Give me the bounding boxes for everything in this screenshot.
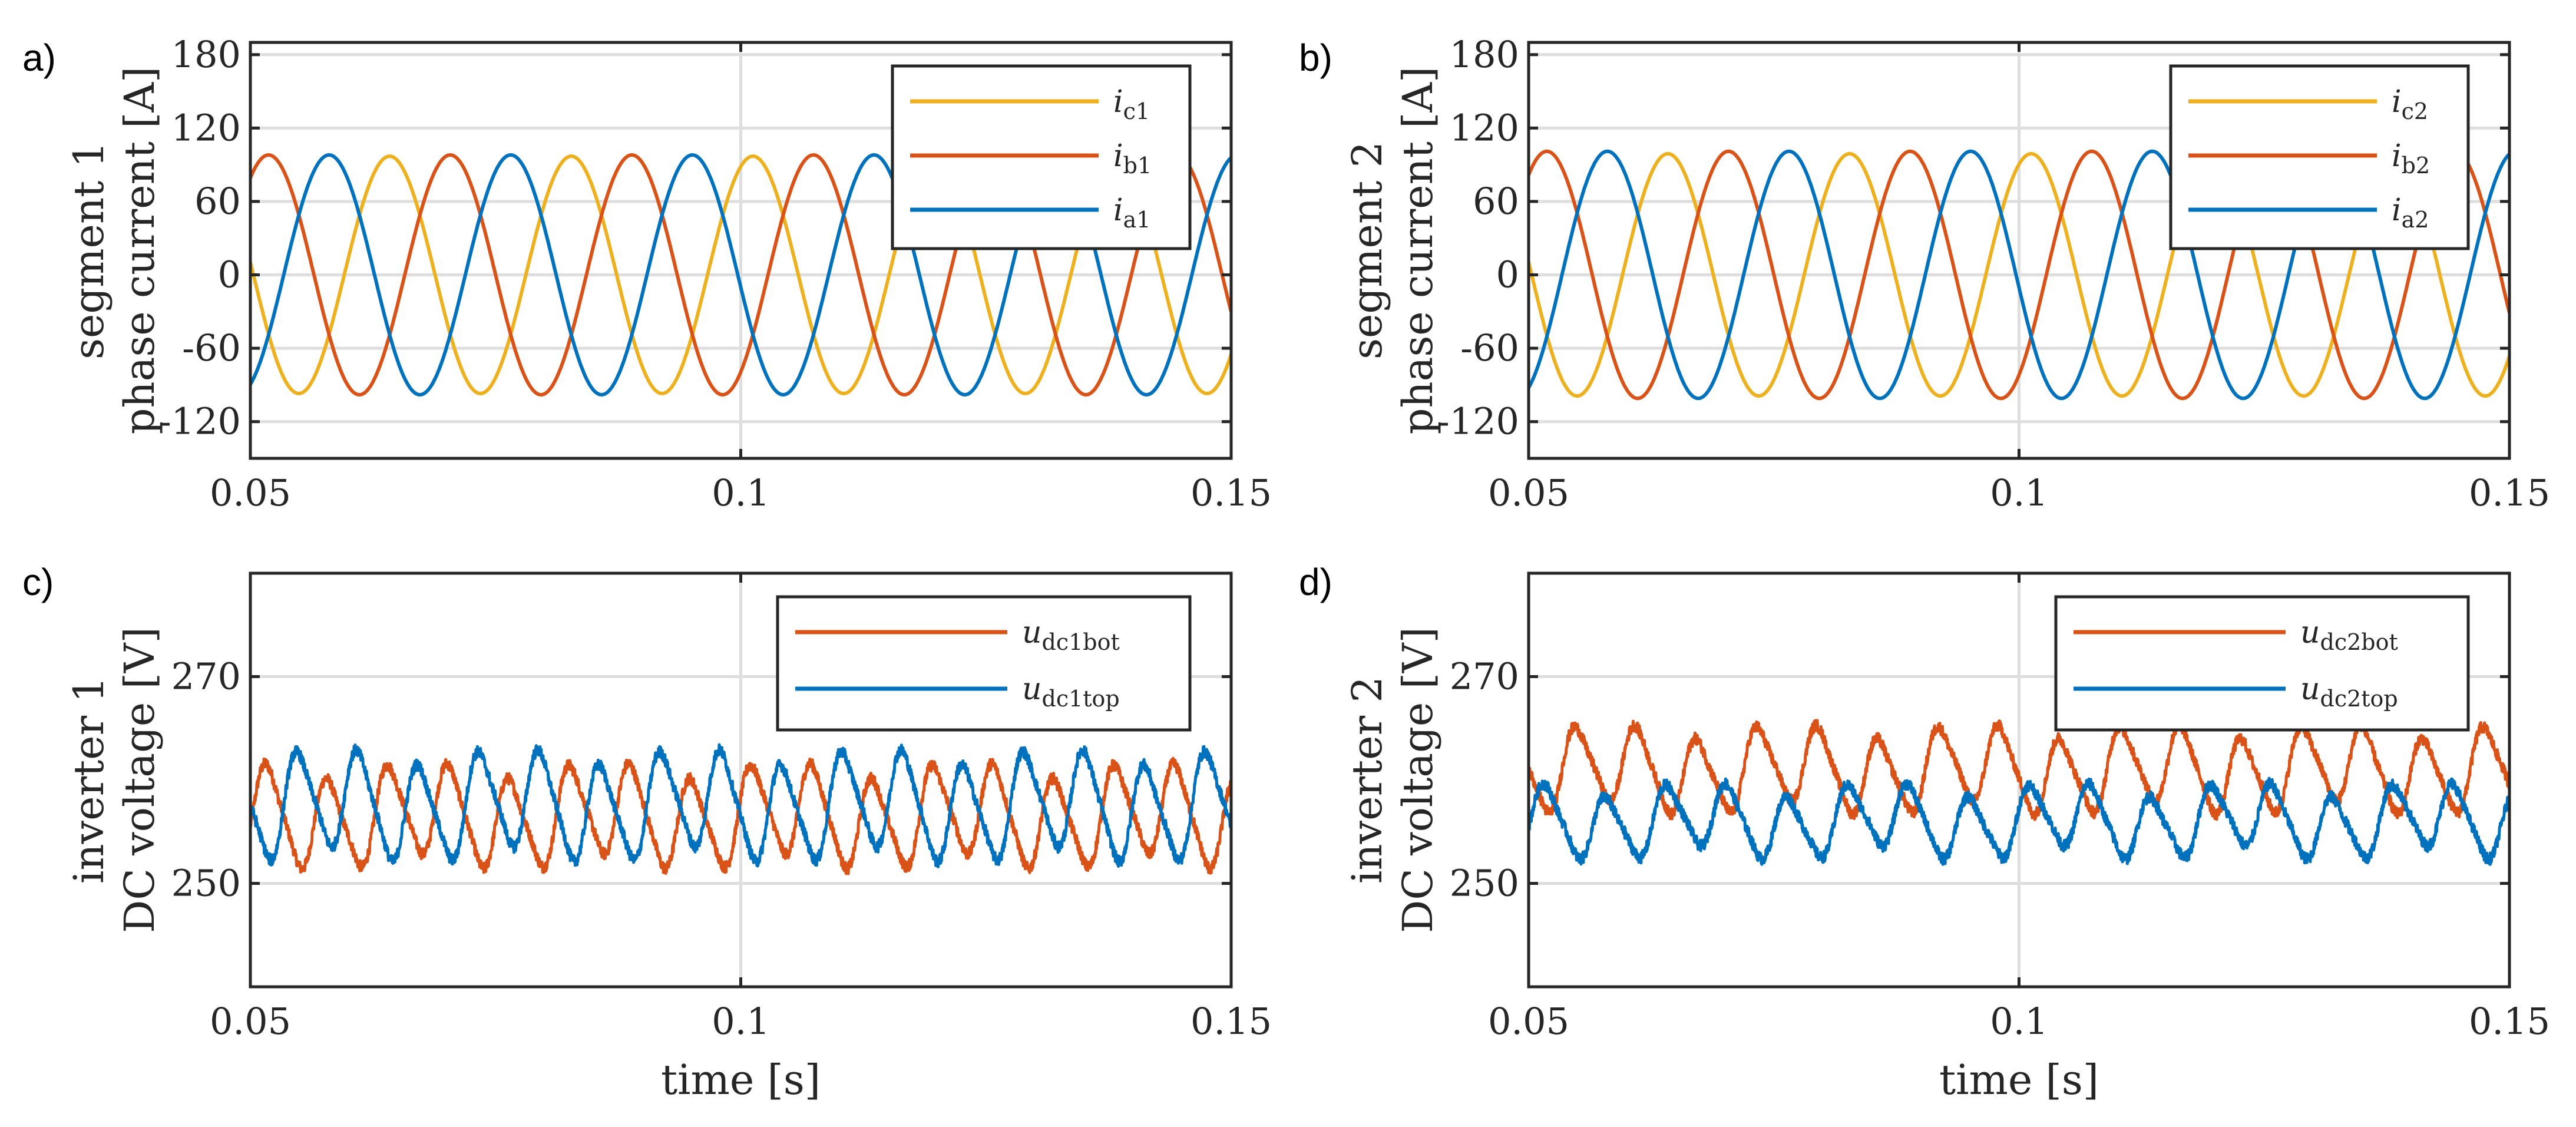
panel-d: 0.05 0.1 0.15 270 250 inverter 2 DC voltage [V… — [1299, 561, 2550, 1104]
panel-b: 0.05 0.1 0.15 180 120 60 0 -60 -120 segment 2 phas… — [1299, 33, 2550, 514]
legend-subscript-ia2: a2 — [2402, 207, 2429, 233]
legend-label-ia1: ia1 — [1113, 193, 1150, 233]
legend-subscript-ic2: c2 — [2402, 98, 2428, 124]
legend-label-udc1bot: udc1bot — [1022, 615, 1120, 655]
series-line-ic2 — [1529, 152, 2509, 398]
y-tick-label-a-2: 60 — [194, 180, 241, 223]
legend-box-d — [2054, 595, 2470, 732]
y-tick-label-b-5: -120 — [1437, 400, 1519, 443]
series-line-udc2top — [1529, 776, 2509, 866]
series-group-d — [1529, 719, 2509, 866]
y-tick-label-a-3: 0 — [218, 253, 241, 296]
y-tick-label-b-4: -60 — [1460, 326, 1519, 369]
x-tick-label-c-1: 0.1 — [712, 1000, 770, 1043]
x-tick-label-d-2: 0.15 — [2469, 1000, 2550, 1043]
y-axis-label-b-0: segment 2 — [1343, 141, 1391, 359]
series-line-udc2bot — [1529, 719, 2509, 821]
x-tick-label-b-2: 0.15 — [2469, 471, 2550, 514]
y-tick-label-b-3: 0 — [1496, 253, 1519, 296]
y-tick-label-a-4: -60 — [182, 326, 241, 369]
x-tick-label-c-0: 0.05 — [210, 1000, 291, 1043]
panel-label-c: c) — [22, 561, 54, 603]
x-tick-label-d-1: 0.1 — [1990, 1000, 2048, 1043]
panel-a: 0.05 0.1 0.15 180 120 60 0 -60 -120 segment 1 phas… — [22, 33, 1272, 514]
legend-subscript-udc1top: dc1top — [1042, 686, 1120, 712]
y-tick-label-d-0: 270 — [1450, 655, 1519, 698]
legend-subscript-udc1bot: dc1bot — [1042, 629, 1120, 655]
y-tick-label-a-5: -120 — [159, 400, 241, 443]
y-axis-label-d-0: inverter 2 — [1343, 676, 1391, 884]
legend-subscript-ib1: b1 — [1123, 153, 1152, 179]
x-axis-label-d: time [s] — [1939, 1056, 2099, 1104]
y-axis-label-d-1: DC voltage [V] — [1394, 627, 1442, 933]
panel-label-b: b) — [1299, 37, 1332, 79]
y-axis-label-a-1: phase current [A] — [115, 67, 164, 435]
series-line-ic1 — [250, 154, 1231, 395]
legend-subscript-ia1: a1 — [1123, 207, 1151, 233]
y-tick-label-b-1: 120 — [1450, 106, 1519, 149]
x-tick-label-a-2: 0.15 — [1191, 471, 1272, 514]
series-line-ib1 — [250, 153, 1231, 396]
y-tick-label-c-0: 270 — [171, 655, 241, 698]
legend-box-c — [776, 595, 1192, 732]
y-tick-label-a-1: 120 — [171, 106, 241, 149]
y-axis-label-b-1: phase current [A] — [1394, 67, 1442, 435]
x-tick-label-a-0: 0.05 — [210, 471, 291, 514]
legend-subscript-udc2top: dc2top — [2320, 686, 2398, 712]
y-tick-label-b-0: 180 — [1450, 33, 1519, 76]
series-line-ib2 — [1529, 149, 2509, 401]
x-axis-label-c: time [s] — [661, 1056, 821, 1104]
legend-subscript-ic1: c1 — [1123, 98, 1150, 124]
series-group-c — [250, 743, 1231, 875]
x-tick-label-b-1: 0.1 — [1990, 471, 2048, 514]
series-line-udc1top — [250, 743, 1231, 868]
y-tick-label-d-1: 250 — [1450, 862, 1519, 905]
y-tick-label-c-1: 250 — [171, 862, 241, 905]
panel-c: 0.05 0.1 0.15 270 250 inverter 1 DC voltage [V… — [22, 561, 1272, 1104]
y-axis-label-a-0: segment 1 — [65, 141, 113, 359]
legend-subscript-ib2: b2 — [2402, 153, 2430, 179]
y-axis-label-c-0: inverter 1 — [65, 676, 113, 884]
y-tick-label-b-2: 60 — [1473, 180, 1519, 223]
legend-subscript-udc2bot: dc2bot — [2320, 629, 2398, 655]
x-tick-label-c-2: 0.15 — [1191, 1000, 1272, 1043]
panel-label-a: a) — [22, 37, 56, 79]
x-tick-label-b-0: 0.05 — [1488, 471, 1569, 514]
x-tick-label-a-1: 0.1 — [712, 471, 770, 514]
y-axis-label-c-1: DC voltage [V] — [115, 627, 164, 933]
y-tick-label-a-0: 180 — [171, 33, 241, 76]
x-tick-label-d-0: 0.05 — [1488, 1000, 1569, 1043]
panel-label-d: d) — [1299, 561, 1332, 603]
